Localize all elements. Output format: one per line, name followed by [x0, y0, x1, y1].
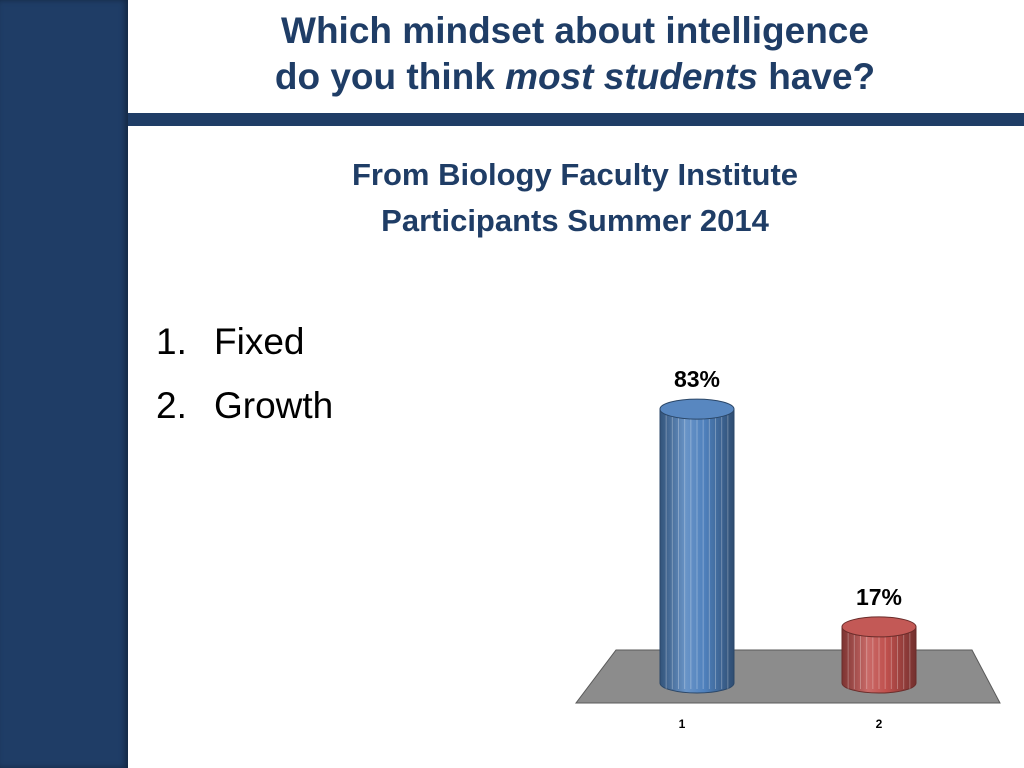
- title-underline: [128, 113, 1024, 126]
- title-line-2-end: have?: [757, 56, 876, 97]
- title-line-1: Which mindset about intelligence: [281, 10, 869, 51]
- option-fixed: 1. Fixed: [156, 316, 333, 380]
- x-tick-label: 1: [679, 717, 686, 731]
- bar-top: [841, 616, 917, 638]
- bar-2: [841, 616, 917, 694]
- option-label: Growth: [214, 385, 334, 426]
- sidebar-band: [0, 0, 128, 768]
- bar-body: [841, 626, 917, 694]
- title-line-2-start: do you think: [274, 56, 506, 97]
- subtitle-line-2: Participants Summer 2014: [381, 203, 769, 238]
- bar-1: [659, 398, 735, 694]
- slide-title: Which mindset about intelligence do you …: [140, 8, 1010, 100]
- bar-chart: 83% 1 17% 2: [574, 366, 1001, 731]
- option-label: Fixed: [214, 321, 305, 362]
- x-tick-label: 2: [876, 717, 883, 731]
- data-label: 17%: [856, 584, 902, 610]
- subtitle-line-1: From Biology Faculty Institute: [351, 157, 799, 192]
- chart-floor: [574, 649, 1001, 704]
- answer-options: 1. Fixed 2. Growth: [156, 316, 333, 444]
- bar-top: [659, 398, 735, 420]
- slide-subtitle: From Biology Faculty Institute Participa…: [140, 152, 1010, 244]
- option-number: 1.: [156, 321, 187, 362]
- data-label: 83%: [674, 366, 720, 392]
- option-growth: 2. Growth: [156, 380, 333, 444]
- bar-body: [659, 408, 735, 694]
- option-number: 2.: [156, 385, 187, 426]
- title-line-2: do you think most students have?: [140, 54, 1010, 100]
- title-emphasis: most students: [505, 56, 758, 97]
